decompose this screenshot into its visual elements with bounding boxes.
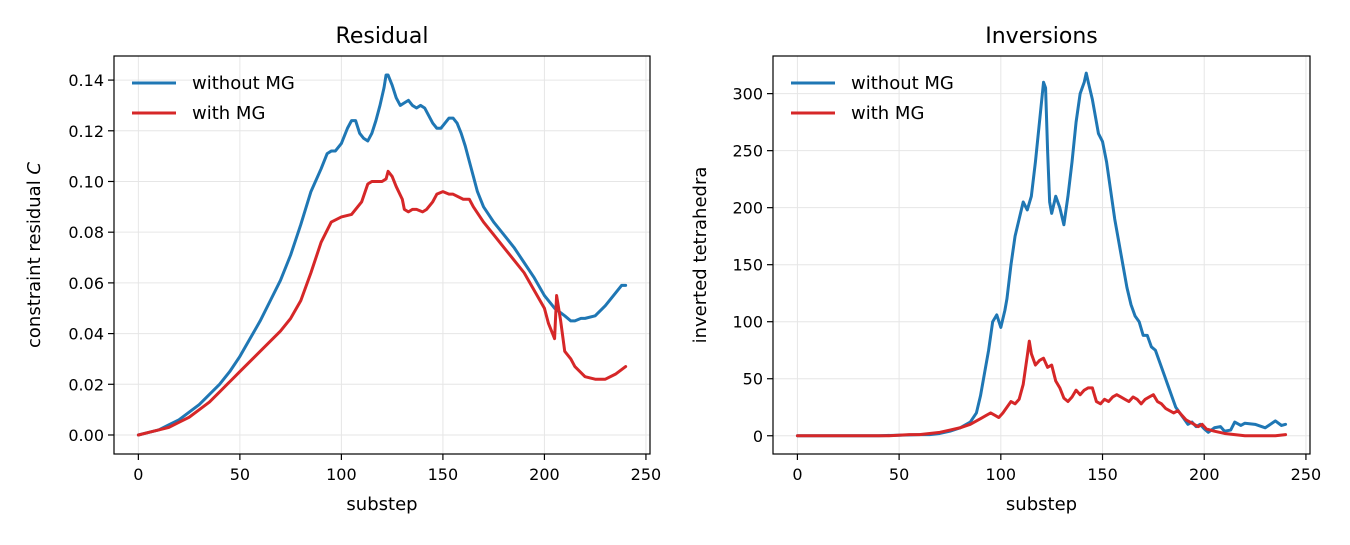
residual-xtick-label-5: 250 xyxy=(631,465,662,484)
residual-legend-without-mg-label: without MG xyxy=(192,73,295,94)
residual-series-with-mg-line xyxy=(136,169,628,437)
residual-xlabel: substep xyxy=(346,494,417,515)
residual-title: Residual xyxy=(336,24,429,49)
residual-ytick-label-6: 0.12 xyxy=(68,122,104,141)
residual-ytick-label-2: 0.04 xyxy=(68,325,104,344)
residual-panel: 0 50 100 150 200 250 0.00 0.02 0.04 0.06 0.08 0.10 0… xyxy=(24,24,661,515)
inversions-xtick-label-0: 0 xyxy=(792,465,802,484)
residual-xtick-label-1: 50 xyxy=(230,465,250,484)
residual-ytick-label-0: 0.00 xyxy=(68,426,104,445)
inversions-xtick-label-4: 200 xyxy=(1189,465,1220,484)
inversions-ytick-label-2: 100 xyxy=(732,313,763,332)
residual-axes-frame xyxy=(113,55,651,455)
inversions-title: Inversions xyxy=(985,24,1097,49)
residual-ylabel: constraint residual C xyxy=(24,162,45,348)
residual-ylabel-symbol: C xyxy=(24,162,45,181)
residual-ytick-label-5: 0.10 xyxy=(68,172,104,191)
inversions-xlabel: substep xyxy=(1006,494,1077,515)
inversions-ytick-label-6: 300 xyxy=(732,85,763,104)
residual-ylabel-text: constraint residual xyxy=(24,180,45,348)
inversions-series-with-mg-line xyxy=(795,339,1288,438)
inversions-legend-with-mg-label: with MG xyxy=(851,103,924,124)
inversions-legend-without-mg-label: without MG xyxy=(851,73,954,94)
residual-xtick-label-4: 200 xyxy=(529,465,560,484)
inversions-ylabel: inverted tetrahedra xyxy=(690,167,711,344)
inversions-series-group xyxy=(795,71,1288,438)
inversions-xtick-label-5: 250 xyxy=(1291,465,1322,484)
residual-xtick-label-3: 150 xyxy=(428,465,459,484)
inversions-ytick-label-1: 50 xyxy=(743,370,763,389)
residual-ytick-label-7: 0.14 xyxy=(68,71,104,90)
residual-ytick-label-1: 0.02 xyxy=(68,375,104,394)
residual-xtick-label-2: 100 xyxy=(326,465,357,484)
residual-ytick-label-3: 0.06 xyxy=(68,274,104,293)
residual-ytick-label-4: 0.08 xyxy=(68,223,104,242)
inversions-ytick-label-3: 150 xyxy=(732,256,763,275)
inversions-ytick-label-5: 250 xyxy=(732,142,763,161)
inversions-ytick-label-0: 0 xyxy=(753,427,763,446)
inversions-series-without-mg-line xyxy=(795,71,1288,438)
residual-series-without-mg-line xyxy=(136,73,628,437)
residual-legend-with-mg-label: with MG xyxy=(192,103,265,124)
inversions-axes-frame xyxy=(772,55,1311,455)
residual-series-group xyxy=(136,73,628,437)
inversions-xtick-label-1: 50 xyxy=(889,465,909,484)
inversions-ylabel-text: inverted tetrahedra xyxy=(690,167,711,344)
inversions-xtick-label-2: 100 xyxy=(986,465,1017,484)
residual-xtick-label-0: 0 xyxy=(133,465,143,484)
inversions-ytick-label-4: 200 xyxy=(732,199,763,218)
inversions-panel: 0 50 100 150 200 250 0 50 100 150 200 250 300 Inversi… xyxy=(690,24,1321,515)
inversions-xtick-label-3: 150 xyxy=(1087,465,1118,484)
